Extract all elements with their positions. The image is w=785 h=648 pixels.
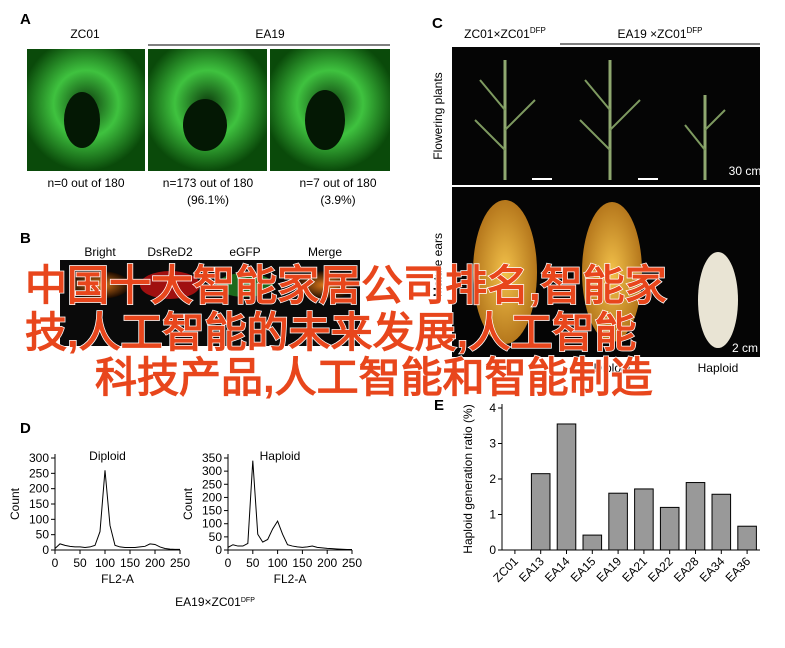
y-tick-label: 150	[29, 497, 49, 511]
y-tick-label: 350	[202, 451, 222, 465]
y-tick-label: 250	[202, 477, 222, 491]
x-tick-label: 150	[120, 556, 140, 570]
x-tick-label: EA21	[619, 554, 650, 585]
bar	[659, 506, 680, 551]
x-tick-label: EA14	[542, 554, 573, 585]
y-axis-label: Haploid generation ratio (%)	[461, 404, 475, 553]
y-tick-label: 0	[42, 543, 49, 557]
column-label: eGFP	[229, 245, 260, 259]
x-tick-label: 150	[292, 556, 312, 570]
x-tick-label: 50	[73, 556, 87, 570]
bar	[608, 492, 628, 551]
x-tick-label: ZC01	[490, 554, 521, 585]
ear-label: Haploid	[698, 361, 739, 375]
x-axis-label: FL2-A	[101, 572, 134, 586]
scale-bar-label: 30 cm	[729, 164, 762, 178]
bar	[530, 473, 551, 551]
y-tick-label: 50	[209, 530, 223, 544]
x-tick-label: 100	[268, 556, 288, 570]
group-label: EA19	[255, 27, 285, 41]
row-label: Mature ears	[431, 233, 445, 297]
column-label: Merge	[308, 245, 342, 259]
panel-label: A	[20, 11, 31, 28]
overlay-text: 科技产品,人工智能和智能制造	[95, 354, 653, 401]
y-tick-label: 3	[489, 437, 496, 451]
caption: (3.9%)	[320, 193, 355, 207]
plant-images	[452, 47, 760, 357]
x-tick-label: EA22	[645, 554, 676, 585]
y-tick-label: 50	[36, 528, 50, 542]
y-axis-label: Count	[8, 487, 22, 520]
y-axis-label: Count	[181, 487, 195, 520]
x-tick-label: EA28	[671, 554, 702, 585]
y-tick-label: 200	[29, 482, 49, 496]
y-tick-label: 300	[29, 451, 49, 465]
column-label: Bright	[84, 245, 116, 259]
bar	[737, 525, 757, 551]
bar	[582, 534, 603, 551]
y-tick-label: 0	[489, 543, 496, 557]
y-tick-label: 4	[489, 401, 496, 415]
x-tick-label: EA19	[594, 554, 625, 585]
y-tick-label: 0	[215, 543, 222, 557]
caption: n=0 out of 180	[47, 176, 124, 190]
row-label: Flowering plants	[431, 72, 445, 159]
footer: EA19×ZC01DFP	[175, 595, 255, 609]
y-tick-label: 250	[29, 466, 49, 480]
chart-title: Diploid	[89, 449, 126, 463]
y-tick-label: 300	[202, 464, 222, 478]
x-tick-label: 0	[52, 556, 59, 570]
panel-label: D	[20, 420, 31, 437]
x-tick-label: 50	[246, 556, 260, 570]
x-tick-label: EA13	[516, 554, 547, 585]
x-tick-label: 250	[342, 556, 362, 570]
bar	[711, 493, 732, 551]
y-tick-label: 100	[29, 512, 49, 526]
y-tick-label: 200	[202, 490, 222, 504]
bar	[685, 482, 706, 551]
x-tick-label: 250	[170, 556, 190, 570]
x-tick-label: 0	[225, 556, 232, 570]
panel-label: E	[434, 397, 444, 414]
histogram-line	[227, 460, 352, 550]
x-axis-label: FL2-A	[274, 572, 307, 586]
y-tick-label: 100	[202, 517, 222, 531]
group-label: ZC01	[70, 27, 100, 41]
x-tick-label: EA15	[568, 554, 599, 585]
panel-label: B	[20, 230, 31, 247]
group-label: ZC01×ZC01DFP	[464, 26, 546, 41]
panel-label: C	[432, 15, 443, 32]
bar	[556, 423, 577, 551]
overlay-text: 中国十大智能家居公司排名,智能家	[25, 262, 667, 309]
bar	[634, 488, 654, 551]
x-tick-label: 100	[95, 556, 115, 570]
y-tick-label: 150	[202, 504, 222, 518]
caption: n=7 out of 180	[299, 176, 376, 190]
column-label: DsReD2	[147, 245, 193, 259]
x-tick-label: 200	[317, 556, 337, 570]
y-tick-label: 1	[489, 508, 496, 522]
caption: n=173 out of 180	[163, 176, 254, 190]
x-tick-label: EA34	[697, 554, 728, 585]
caption: (96.1%)	[187, 193, 229, 207]
group-label: EA19 ×ZC01DFP	[617, 26, 702, 41]
histogram-line	[54, 470, 180, 550]
x-tick-label: 200	[145, 556, 165, 570]
overlay-text: 技,人工智能的未来发展,人工智能	[25, 309, 636, 356]
fluorescence-images	[27, 49, 390, 171]
x-tick-label: EA36	[723, 554, 754, 585]
embryo-images	[60, 260, 360, 346]
chart-title: Haploid	[260, 449, 301, 463]
scale-bar-label: 2 cm	[732, 341, 758, 355]
y-tick-label: 2	[489, 472, 496, 486]
ear-label: Diploid	[594, 361, 631, 375]
